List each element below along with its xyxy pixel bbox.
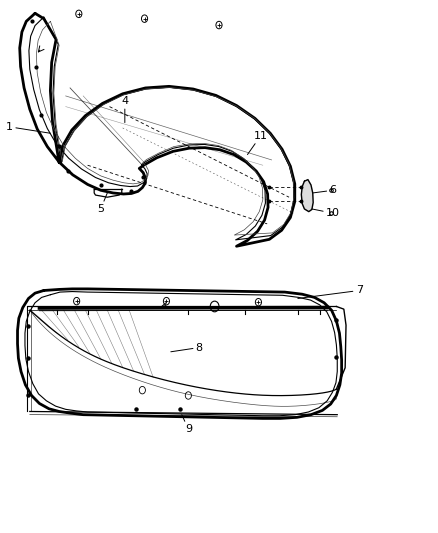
Text: 6: 6 <box>313 185 336 195</box>
Text: 11: 11 <box>247 131 268 155</box>
Text: 9: 9 <box>182 415 192 434</box>
Text: 7: 7 <box>298 286 363 298</box>
Text: 10: 10 <box>312 208 340 218</box>
Text: 8: 8 <box>171 343 203 352</box>
Text: 4: 4 <box>121 96 128 123</box>
Text: 1: 1 <box>6 122 50 133</box>
Polygon shape <box>301 180 313 212</box>
Text: 5: 5 <box>97 193 107 214</box>
